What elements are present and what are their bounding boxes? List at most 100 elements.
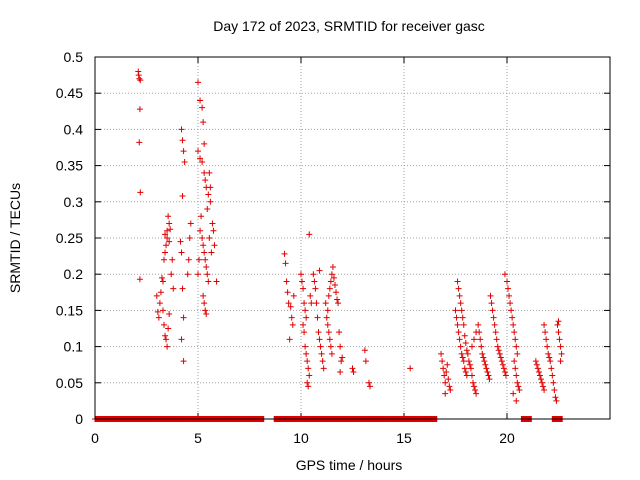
y-axis-label: SRMTID / TECUs — [7, 183, 23, 293]
data-point — [136, 276, 143, 283]
data-point — [441, 372, 448, 379]
data-point — [514, 379, 521, 386]
data-point — [289, 321, 296, 328]
data-point — [200, 292, 207, 299]
data-point — [197, 155, 204, 162]
data-point — [165, 325, 172, 332]
data-point — [300, 321, 307, 328]
data-point — [164, 235, 171, 241]
data-point — [338, 358, 345, 365]
data-point — [335, 300, 342, 307]
data-point — [299, 278, 306, 285]
data-point — [330, 274, 337, 281]
x-tick-label: 0 — [91, 430, 99, 446]
data-point — [179, 137, 186, 144]
data-point — [199, 158, 206, 165]
data-point — [438, 350, 445, 357]
data-point — [550, 379, 557, 386]
y-tick-label: 0.35 — [56, 158, 83, 174]
data-point — [202, 307, 209, 314]
data-point — [349, 365, 356, 372]
data-point — [407, 365, 414, 372]
y-tick-label: 0.1 — [64, 339, 84, 355]
data-point — [302, 343, 309, 350]
data-point — [490, 314, 497, 321]
data-point — [162, 231, 169, 238]
data-point — [537, 376, 544, 383]
data-point — [488, 300, 495, 307]
data-point — [442, 379, 449, 386]
data-point — [318, 350, 325, 357]
data-point — [324, 321, 331, 328]
data-point — [207, 198, 214, 205]
data-point — [202, 256, 209, 263]
data-point — [500, 365, 507, 372]
y-tick-label: 0.25 — [56, 230, 83, 246]
data-point — [307, 292, 314, 299]
data-point — [180, 358, 187, 365]
data-point — [498, 358, 505, 365]
data-point — [472, 387, 479, 394]
data-point — [206, 169, 213, 176]
data-point — [156, 300, 163, 307]
data-point — [458, 350, 465, 357]
data-point — [298, 271, 304, 278]
data-point — [282, 260, 289, 267]
data-point — [551, 387, 558, 394]
data-point — [179, 285, 186, 292]
data-point — [166, 311, 173, 318]
data-point — [552, 394, 559, 401]
data-point — [454, 278, 461, 285]
data-point — [547, 358, 554, 365]
data-point — [177, 238, 184, 245]
data-point — [184, 271, 191, 278]
data-point — [302, 307, 309, 314]
data-point — [496, 350, 503, 357]
data-point — [493, 336, 500, 343]
data-point — [477, 336, 484, 343]
data-point — [326, 285, 333, 292]
data-point — [501, 271, 508, 278]
data-point — [339, 354, 346, 361]
data-point — [489, 307, 496, 314]
data-point — [455, 329, 462, 336]
data-point — [548, 365, 555, 372]
y-tick-label: 0 — [75, 411, 83, 427]
data-point — [199, 235, 206, 241]
grid-lines — [95, 57, 610, 419]
data-point — [487, 292, 494, 299]
data-point — [195, 79, 201, 86]
data-point — [159, 307, 166, 314]
data-point — [555, 329, 562, 336]
data-point — [461, 332, 468, 339]
data-point — [137, 77, 144, 84]
data-point — [510, 390, 517, 397]
data-point — [162, 332, 169, 339]
data-point — [290, 292, 297, 299]
data-point — [457, 343, 464, 350]
x-tick-label: 15 — [396, 430, 412, 446]
data-point — [204, 206, 211, 213]
data-point — [161, 321, 168, 328]
data-point — [511, 329, 518, 336]
data-point — [557, 358, 564, 365]
data-point — [362, 358, 369, 365]
data-point — [161, 256, 168, 263]
data-point — [327, 278, 334, 285]
data-point — [305, 383, 312, 390]
y-tick-label: 0.3 — [64, 194, 84, 210]
data-point — [306, 231, 313, 238]
data-point — [350, 368, 357, 375]
data-point — [201, 249, 208, 256]
data-point — [540, 383, 547, 390]
data-point — [187, 220, 194, 227]
data-point — [155, 314, 162, 321]
data-point — [506, 292, 513, 299]
data-point — [206, 235, 213, 241]
data-point — [181, 158, 188, 165]
data-point — [440, 365, 447, 372]
data-point — [315, 329, 322, 336]
data-point — [456, 336, 463, 343]
data-point — [478, 343, 485, 350]
data-point — [322, 300, 329, 307]
